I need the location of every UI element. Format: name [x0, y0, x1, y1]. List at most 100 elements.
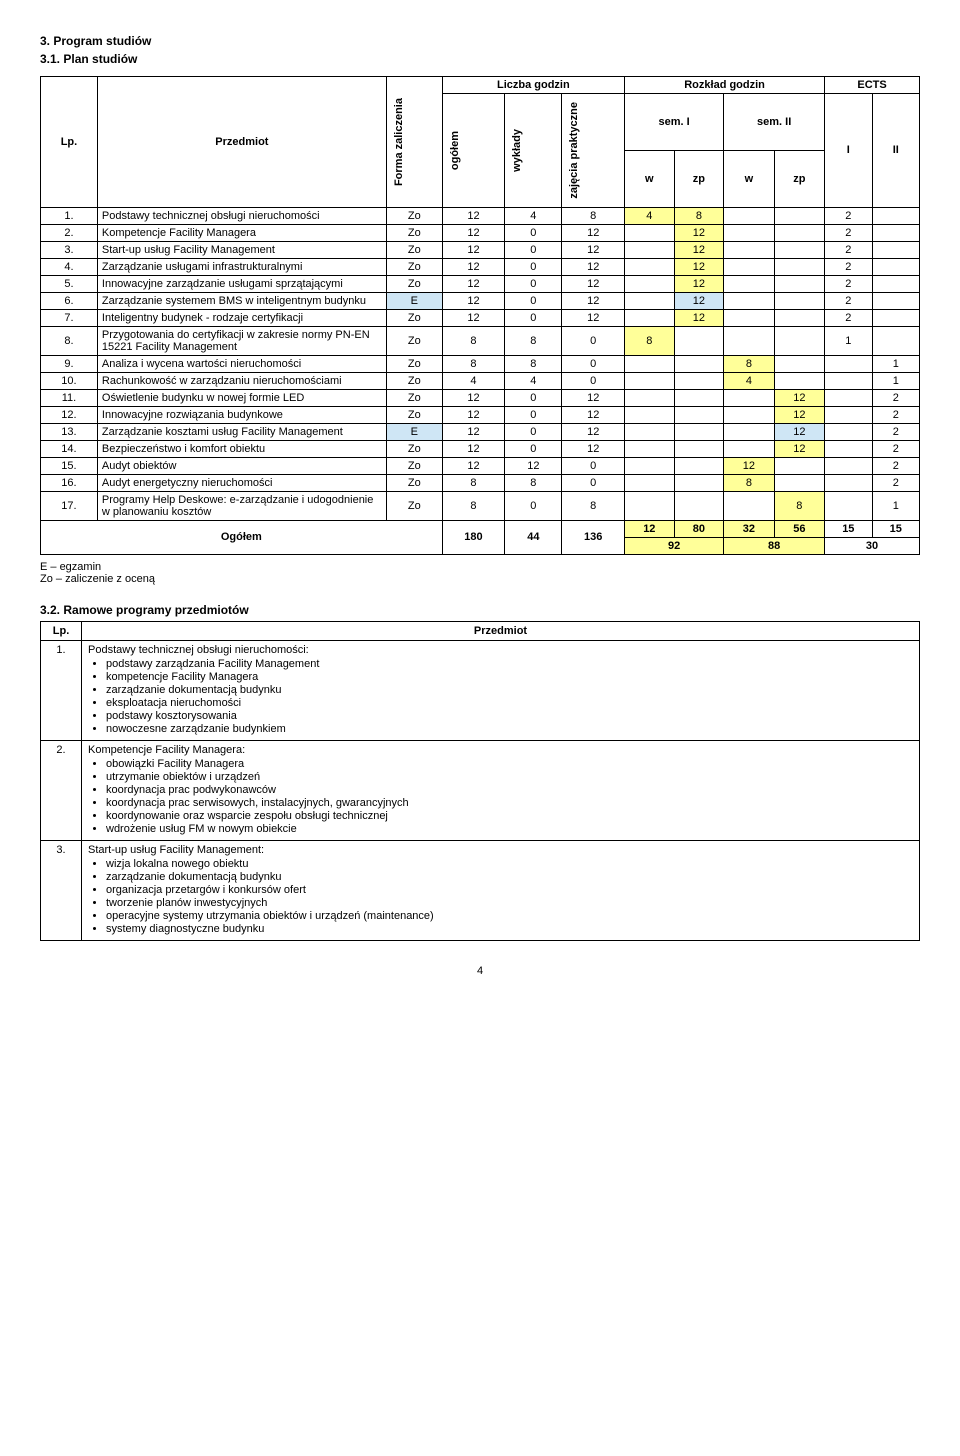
cell — [872, 258, 919, 275]
list-item: 1. Podstawy technicznej obsługi nieruchom… — [41, 640, 920, 740]
cell — [825, 355, 872, 372]
cell: 1 — [872, 491, 919, 520]
cell: 0 — [505, 440, 562, 457]
cl-th-subject: Przedmiot — [82, 621, 920, 640]
cell-lp: 12. — [41, 406, 98, 423]
cell: Zo — [386, 474, 442, 491]
cell: Zo — [386, 372, 442, 389]
subsection-heading: 3.1. Plan studiów — [40, 52, 920, 66]
th-s1zp: zp — [674, 150, 724, 207]
cell-subject: Zarządzanie usługami infrastrukturalnymi — [97, 258, 386, 275]
cell-subject: Zarządzanie systemem BMS w inteligentnym… — [97, 292, 386, 309]
cl-bullet: utrzymanie obiektów i urządzeń — [106, 771, 913, 783]
cell: 2 — [872, 423, 919, 440]
cl-bullets: obowiązki Facility Managerautrzymanie ob… — [106, 758, 913, 835]
cell: 80 — [674, 520, 724, 537]
cell: 0 — [505, 224, 562, 241]
course-list-table: Lp. Przedmiot 1.Podstawy technicznej obs… — [40, 621, 920, 941]
cell-lp: 15. — [41, 457, 98, 474]
cell: 12 — [442, 241, 505, 258]
th-e1: I — [825, 94, 872, 208]
cell-subject: Rachunkowość w zarządzaniu nieruchomości… — [97, 372, 386, 389]
cell: 2 — [825, 241, 872, 258]
cell: 12 — [562, 406, 625, 423]
cell: 12 — [674, 224, 724, 241]
cell — [724, 440, 774, 457]
cell: Zo — [386, 326, 442, 355]
cell-lp: 11. — [41, 389, 98, 406]
table-row: 1.Podstawy technicznej obsługi nieruchom… — [41, 207, 920, 224]
cl-bullet: tworzenie planów inwestycyjnych — [106, 897, 913, 909]
cell-lp: 10. — [41, 372, 98, 389]
cell — [625, 491, 675, 520]
table-row: 3.Start-up usług Facility ManagementZo12… — [41, 241, 920, 258]
cell: 0 — [562, 326, 625, 355]
cell: 8 — [442, 326, 505, 355]
cl-bullet: eksploatacja nieruchomości — [106, 697, 913, 709]
cell: 1 — [872, 372, 919, 389]
cell: 2 — [825, 292, 872, 309]
table-row: 17.Programy Help Deskowe: e-zarządzanie … — [41, 491, 920, 520]
cell-subject: Start-up usług Facility Management — [97, 241, 386, 258]
cl-bullet: wizja lokalna nowego obiektu — [106, 858, 913, 870]
table-row: 11.Oświetlenie budynku w nowej formie LE… — [41, 389, 920, 406]
cell — [625, 309, 675, 326]
cell: 180 — [442, 520, 505, 554]
cl-bullets: podstawy zarządzania Facility Management… — [106, 658, 913, 735]
cell: 12 — [774, 440, 824, 457]
table-row: 4.Zarządzanie usługami infrastrukturalny… — [41, 258, 920, 275]
cell: Zo — [386, 241, 442, 258]
cell: 0 — [505, 389, 562, 406]
cl-title: Podstawy technicznej obsługi nieruchomoś… — [88, 644, 913, 656]
cell-subject: Oświetlenie budynku w nowej formie LED — [97, 389, 386, 406]
cl-lp: 1. — [41, 640, 82, 740]
cl-bullet: operacyjne systemy utrzymania obiektów i… — [106, 910, 913, 922]
cell-lp: 7. — [41, 309, 98, 326]
cell: 2 — [872, 457, 919, 474]
cell — [774, 207, 824, 224]
cell-lp: 14. — [41, 440, 98, 457]
cell — [774, 326, 824, 355]
cell: 2 — [825, 309, 872, 326]
cell: 0 — [505, 491, 562, 520]
cell — [724, 292, 774, 309]
cell-lp: 17. — [41, 491, 98, 520]
th-sem1: sem. I — [625, 94, 724, 151]
cell — [674, 389, 724, 406]
section-heading: 3. Program studiów — [40, 34, 920, 48]
cell — [872, 207, 919, 224]
cell: 2 — [872, 474, 919, 491]
cell — [625, 258, 675, 275]
ramowe-heading: 3.2. Ramowe programy przedmiotów — [40, 603, 920, 617]
cell: 8 — [724, 474, 774, 491]
cell: 12 — [442, 292, 505, 309]
cell: Zo — [386, 275, 442, 292]
cell: 12 — [562, 275, 625, 292]
cell — [872, 241, 919, 258]
cell: Zo — [386, 224, 442, 241]
cell: 8 — [505, 474, 562, 491]
cell-subject: Zarządzanie kosztami usług Facility Mana… — [97, 423, 386, 440]
cell: 0 — [562, 457, 625, 474]
cl-bullet: koordynowanie oraz wsparcie zespołu obsł… — [106, 810, 913, 822]
th-s2w: w — [724, 150, 774, 207]
cell-lp: 3. — [41, 241, 98, 258]
cell: 2 — [825, 224, 872, 241]
cell-lp: 2. — [41, 224, 98, 241]
cell: 0 — [562, 372, 625, 389]
cell: 2 — [872, 406, 919, 423]
cell-lp: 9. — [41, 355, 98, 372]
th-total: ogółem — [442, 94, 505, 208]
cell: 44 — [505, 520, 562, 554]
cell-lp: 13. — [41, 423, 98, 440]
cl-title: Kompetencje Facility Managera: — [88, 744, 913, 756]
cell: 12 — [442, 457, 505, 474]
cell: 12 — [442, 406, 505, 423]
cell — [825, 389, 872, 406]
cell — [625, 355, 675, 372]
cell: 56 — [774, 520, 824, 537]
cell — [724, 258, 774, 275]
th-subject: Przedmiot — [97, 77, 386, 208]
cell-subject: Innowacyjne zarządzanie usługami sprząta… — [97, 275, 386, 292]
cell: 30 — [825, 537, 920, 554]
